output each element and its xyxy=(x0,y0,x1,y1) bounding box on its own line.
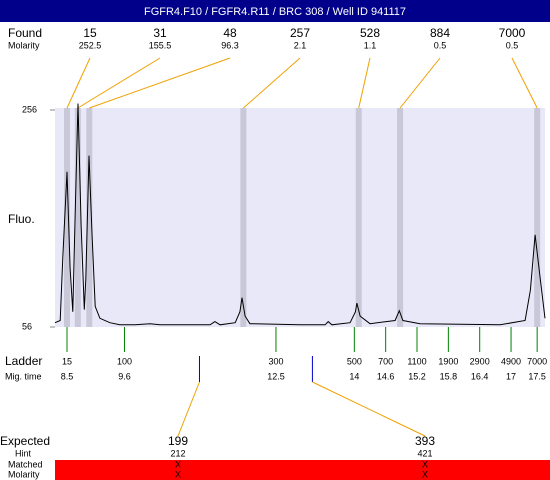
hint-label: Hint xyxy=(15,448,32,458)
peak-band xyxy=(397,108,404,327)
peak-band xyxy=(86,108,93,327)
peak-band xyxy=(240,108,247,327)
ladder-size: 100 xyxy=(117,356,132,366)
ladder-time: 9.6 xyxy=(118,371,131,381)
matched-value: X xyxy=(175,459,181,469)
found-size: 257 xyxy=(290,26,310,40)
found-size: 48 xyxy=(223,26,237,40)
ladder-size: 700 xyxy=(378,356,393,366)
ladder-time: 14 xyxy=(349,371,359,381)
matched-label: Matched xyxy=(8,459,43,469)
expected-value: 393 xyxy=(415,434,435,448)
found-molarity: 2.1 xyxy=(294,40,307,50)
found-molarity: 96.3 xyxy=(221,40,239,50)
y-axis-label: Fluo. xyxy=(8,212,35,226)
peak-band xyxy=(64,108,71,327)
found-size: 884 xyxy=(430,26,450,40)
expected-molarity: X xyxy=(175,469,181,479)
ladder-time: 17 xyxy=(506,371,516,381)
peak-band xyxy=(534,108,541,327)
plot-area xyxy=(55,108,545,327)
found-molarity: 155.5 xyxy=(149,40,172,50)
found-size: 31 xyxy=(153,26,167,40)
found-molarity: 0.5 xyxy=(434,40,447,50)
peak-band xyxy=(355,108,362,327)
molarity-label: Molarity xyxy=(8,40,40,50)
ladder-time: 15.2 xyxy=(408,371,426,381)
expected-value: 199 xyxy=(168,434,188,448)
peak-band xyxy=(74,108,81,327)
found-size: 528 xyxy=(360,26,380,40)
found-molarity: 1.1 xyxy=(364,40,377,50)
header-bar xyxy=(0,0,550,22)
ladder-size: 7000 xyxy=(527,356,547,366)
expected-connector xyxy=(312,381,426,437)
ladder-label: Ladder xyxy=(5,354,42,368)
expected-label: Expected xyxy=(0,434,50,448)
peak-connector xyxy=(358,57,371,109)
found-molarity: 252.5 xyxy=(79,40,102,50)
ladder-size: 1900 xyxy=(438,356,458,366)
hint-value: 421 xyxy=(417,448,432,458)
ladder-time: 12.5 xyxy=(267,371,285,381)
ladder-size: 15 xyxy=(62,356,72,366)
ladder-size: 300 xyxy=(268,356,283,366)
peak-connector xyxy=(89,57,231,109)
peak-connector xyxy=(77,57,161,109)
matched-value: X xyxy=(422,459,428,469)
found-label: Found xyxy=(8,26,42,40)
match-bar xyxy=(55,460,550,480)
ladder-time: 14.6 xyxy=(377,371,395,381)
expected-molarity: X xyxy=(422,469,428,479)
y-tick-label: 256 xyxy=(22,104,37,114)
expected-connector xyxy=(177,381,200,437)
mig-time-label: Mig. time xyxy=(5,371,42,381)
peak-connector xyxy=(399,57,441,109)
trace xyxy=(54,103,546,326)
header-title: FGFR4.F10 / FGFR4.R11 / BRC 308 / Well I… xyxy=(144,6,406,18)
peak-connector xyxy=(511,57,538,109)
peak-connector xyxy=(243,57,301,109)
ladder-time: 16.4 xyxy=(471,371,489,381)
y-tick-label: 56 xyxy=(22,321,32,331)
peak-connector xyxy=(66,57,91,109)
hint-value: 212 xyxy=(170,448,185,458)
ladder-size: 1100 xyxy=(407,356,426,366)
ladder-size: 2900 xyxy=(470,356,490,366)
found-size: 7000 xyxy=(499,26,526,40)
expected-molarity-label: Molarity xyxy=(8,469,40,479)
found-size: 15 xyxy=(83,26,97,40)
ladder-time: 15.8 xyxy=(440,371,458,381)
ladder-size: 4900 xyxy=(501,356,521,366)
ladder-size: 500 xyxy=(347,356,362,366)
ladder-time: 8.5 xyxy=(61,371,74,381)
ladder-time: 17.5 xyxy=(528,371,546,381)
found-molarity: 0.5 xyxy=(506,40,519,50)
